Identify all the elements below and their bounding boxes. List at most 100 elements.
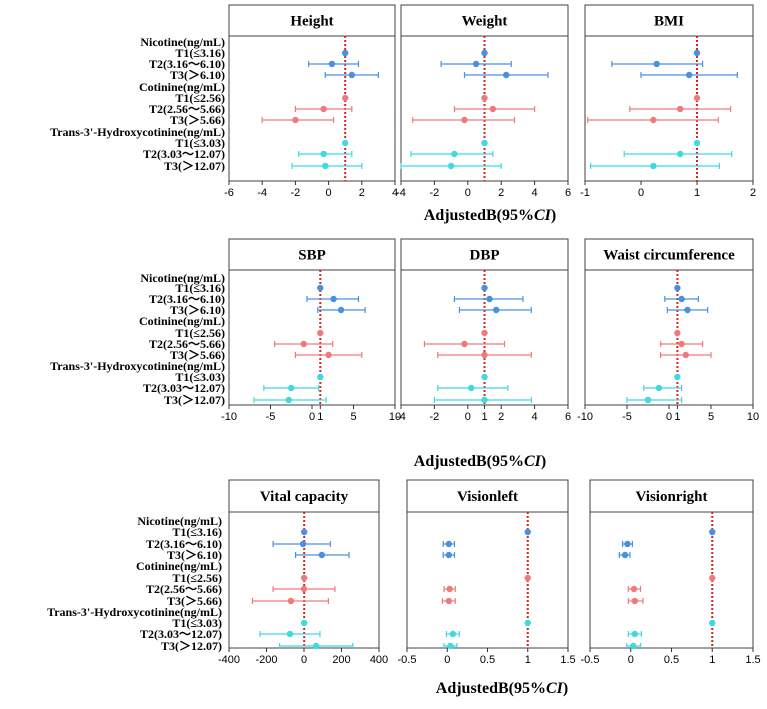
point-estimate xyxy=(445,540,453,548)
point-estimate xyxy=(449,630,457,638)
x-tick-label: 5 xyxy=(350,411,356,423)
x-tick-label: 5 xyxy=(708,411,714,423)
point-estimate xyxy=(655,384,663,392)
point-estimate xyxy=(325,351,332,359)
point-estimate xyxy=(317,284,324,292)
x-tick-label: 2 xyxy=(750,187,756,199)
point-estimate xyxy=(481,139,488,147)
point-estimate xyxy=(300,340,307,348)
point-estimate xyxy=(674,284,681,292)
panel-title: Waist circumference xyxy=(603,248,735,264)
panel-title: Visionleft xyxy=(457,489,518,505)
point-estimate xyxy=(650,162,657,170)
forest-panel: BMI -1 0 1 2 xyxy=(580,4,756,199)
category-label: T2(2.56～5.66) xyxy=(146,582,222,596)
panel-title: Weight xyxy=(462,14,508,30)
panel-title-strip xyxy=(589,479,754,513)
x-tick-label: -6 xyxy=(224,187,234,199)
category-label: T2(3.03～12.07) xyxy=(143,147,225,161)
x-tick-label: 0.5 xyxy=(664,654,679,666)
panel-title-strip xyxy=(228,238,396,271)
point-estimate xyxy=(489,105,497,113)
x-tick-label: 400 xyxy=(370,654,388,666)
x-axis-label-row3: AdjustedB(95%CI) xyxy=(436,680,568,697)
point-estimate xyxy=(317,329,324,337)
point-estimate xyxy=(481,329,488,337)
forest-panel: SBP -10 -5 0 1 5 10 xyxy=(221,238,401,423)
panel-title-strip xyxy=(400,4,569,37)
x-axis-label-row2: AdjustedB(95%CI) xyxy=(414,453,546,470)
point-estimate xyxy=(445,597,453,605)
x-tick-label: -4 xyxy=(396,411,406,423)
x-tick-label: -4 xyxy=(257,187,267,199)
x-tick-label: -10 xyxy=(221,411,237,423)
panel-title: Height xyxy=(290,14,333,30)
x-tick-label: -400 xyxy=(218,654,240,666)
point-estimate xyxy=(446,585,453,593)
x-tick-label: 10 xyxy=(389,411,401,423)
x-tick-label: 1 xyxy=(525,654,531,666)
point-estimate xyxy=(481,284,488,292)
category-label: T3(＞6.10) xyxy=(170,303,225,317)
category-label: T3(＞12.07) xyxy=(161,639,222,653)
point-estimate xyxy=(300,619,308,627)
point-estimate xyxy=(684,306,691,314)
x-tick-label: 0 xyxy=(301,654,307,666)
category-label: T2(3.03～12.07) xyxy=(140,627,222,641)
point-estimate xyxy=(451,150,458,158)
point-estimate xyxy=(693,139,701,147)
category-label: T1(≤3.16) xyxy=(172,525,222,539)
point-estimate xyxy=(693,94,701,102)
x-tick-label: 200 xyxy=(332,654,350,666)
point-estimate xyxy=(709,619,716,627)
point-estimate xyxy=(447,642,454,650)
x-tick-label: 0 xyxy=(465,187,471,199)
x-tick-label: 0 xyxy=(309,411,315,423)
x-tick-label: 1 xyxy=(709,654,715,666)
category-label: T3(＞5.66) xyxy=(170,113,225,127)
point-estimate xyxy=(524,574,531,582)
forest-panel: Weight -4 -2 0 2 4 6 xyxy=(396,4,571,199)
panel-title: Visionright xyxy=(636,489,708,505)
point-estimate xyxy=(312,642,320,650)
point-estimate xyxy=(318,551,326,559)
x-tick-label: 1 xyxy=(317,411,323,423)
x-tick-label: -0.5 xyxy=(398,654,417,666)
point-estimate xyxy=(320,150,327,158)
point-estimate xyxy=(709,574,716,582)
category-label: T2(3.16～6.10) xyxy=(146,537,222,551)
x-tick-label: 4 xyxy=(532,187,538,199)
x-tick-label: 0 xyxy=(444,654,450,666)
forest-panel: DBP -4 -2 0 1 2 4 6 xyxy=(396,238,571,423)
category-label: Cotinine(ng/mL) xyxy=(136,559,222,573)
x-tick-label: 0 xyxy=(465,411,471,423)
category-label: Nicotine(ng/mL) xyxy=(140,35,225,49)
point-estimate xyxy=(693,49,701,57)
point-estimate xyxy=(342,139,349,147)
forest-panel: Vital capacity -400 -200 0 200 400 xyxy=(218,479,388,666)
point-estimate xyxy=(630,585,638,593)
point-estimate xyxy=(503,71,510,79)
point-estimate xyxy=(445,551,453,559)
point-estimate xyxy=(300,528,308,536)
category-label: T1(≤3.03) xyxy=(175,370,225,384)
forest-panel: Waist circumference -10 -5 0 1 5 10 xyxy=(577,238,759,423)
category-label: Cotinine(ng/mL) xyxy=(139,80,225,94)
point-estimate xyxy=(292,116,299,124)
point-estimate xyxy=(677,150,684,158)
forest-panel: Visionleft -0.5 0 0.5 1 1.5 xyxy=(398,479,576,666)
panel-title-strip xyxy=(584,238,754,271)
panel-title: SBP xyxy=(298,248,326,264)
x-tick-label: 2 xyxy=(498,187,504,199)
x-tick-label: -5 xyxy=(266,411,276,423)
category-label: T1(≤2.56) xyxy=(172,571,222,585)
x-tick-label: -200 xyxy=(255,654,277,666)
category-label: Trans-3'-Hydroxycotinine(ng/mL) xyxy=(47,605,222,619)
point-estimate xyxy=(461,116,468,124)
point-estimate xyxy=(629,642,637,650)
category-label: T1(≤3.16) xyxy=(175,281,225,295)
point-estimate xyxy=(330,295,337,303)
category-label: T2(3.16～6.10) xyxy=(149,292,225,306)
category-label: T1(≤2.56) xyxy=(175,326,225,340)
x-tick-label: 6 xyxy=(565,411,571,423)
